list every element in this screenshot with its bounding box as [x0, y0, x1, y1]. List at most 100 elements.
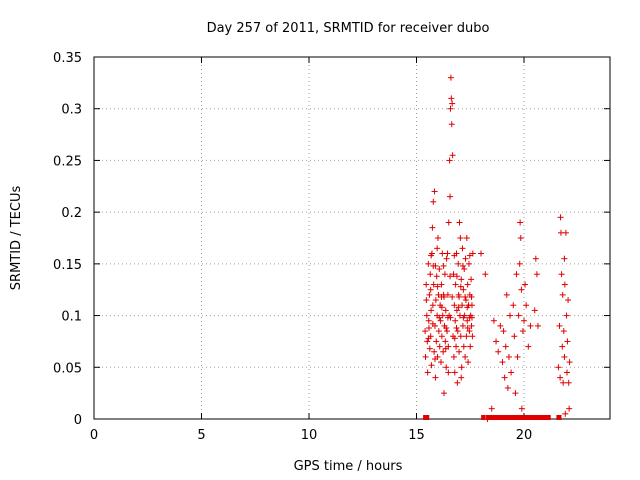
data-point — [527, 322, 534, 329]
data-point — [443, 364, 450, 371]
data-point — [457, 235, 464, 241]
y-tick-label: 0.2 — [61, 206, 82, 221]
data-point — [448, 121, 455, 128]
data-point — [457, 283, 464, 290]
data-point — [566, 405, 573, 412]
zero-value-marker — [481, 415, 486, 420]
y-axis-label: SRMTID / TECUs — [9, 186, 24, 291]
zero-value-marker — [527, 415, 532, 420]
data-point — [500, 328, 507, 335]
data-point — [441, 390, 448, 397]
data-point — [428, 252, 435, 259]
data-point — [499, 359, 506, 366]
data-point — [442, 345, 449, 352]
data-point — [450, 271, 457, 278]
data-point — [517, 219, 524, 226]
data-point — [430, 281, 437, 288]
data-point — [425, 317, 432, 324]
data-point — [440, 348, 447, 355]
data-point — [439, 250, 446, 257]
data-point — [461, 266, 468, 273]
zero-value-marker — [540, 415, 545, 420]
data-point — [562, 229, 569, 236]
data-point — [465, 359, 472, 366]
data-point — [556, 322, 563, 329]
data-point — [448, 95, 455, 102]
data-point — [525, 343, 532, 350]
data-point — [469, 250, 476, 257]
data-point — [464, 324, 471, 331]
data-point — [511, 333, 518, 340]
data-point — [428, 307, 435, 314]
data-point — [565, 297, 572, 304]
data-point — [503, 291, 510, 298]
y-tick-label: 0.05 — [53, 361, 82, 376]
data-point — [490, 317, 497, 324]
data-point — [432, 297, 439, 304]
data-point — [449, 152, 456, 159]
data-point — [563, 312, 570, 319]
data-point — [512, 390, 519, 397]
data-point — [468, 314, 475, 321]
data-point — [440, 262, 447, 269]
zero-value-marker — [546, 415, 551, 420]
y-tick-label: 0.35 — [53, 51, 82, 66]
data-point — [468, 322, 475, 329]
y-tick-label: 0.25 — [53, 154, 82, 169]
data-point — [521, 317, 527, 324]
data-point — [447, 314, 454, 321]
data-point — [458, 374, 465, 381]
data-point — [444, 328, 451, 335]
zero-value-marker — [501, 415, 506, 420]
data-point — [462, 293, 469, 300]
data-point — [447, 273, 454, 280]
data-point — [441, 271, 448, 278]
data-point — [566, 359, 573, 366]
data-point — [426, 291, 433, 298]
zero-value-marker — [543, 415, 548, 420]
data-point — [463, 235, 470, 241]
data-point — [555, 364, 562, 371]
zero-value-marker — [533, 415, 538, 420]
data-point — [436, 266, 443, 273]
chart-title: Day 257 of 2011, SRMTID for receiver dub… — [207, 21, 490, 36]
data-point — [422, 353, 429, 360]
axis-ticks: 0 5 10 15 20 0 0.05 0.1 0.15 0.2 0.25 0.3 0.35 — [53, 51, 610, 443]
data-point — [533, 271, 540, 278]
data-point — [451, 302, 458, 309]
data-point — [454, 328, 461, 335]
data-point — [427, 271, 434, 278]
data-point — [425, 324, 432, 331]
data-point — [438, 359, 445, 366]
data-point — [441, 293, 448, 300]
zero-value-marker — [530, 415, 535, 420]
data-point — [434, 245, 441, 252]
data-point — [433, 338, 440, 345]
data-point — [557, 214, 564, 221]
data-point — [501, 374, 508, 381]
plot-area — [93, 56, 611, 420]
data-point — [432, 374, 439, 381]
data-point — [560, 328, 567, 335]
data-point — [488, 405, 495, 412]
zero-value-marker — [520, 415, 525, 420]
data-point — [458, 364, 465, 371]
data-point — [442, 338, 449, 345]
zero-value-marker — [491, 415, 496, 420]
data-point — [449, 100, 456, 107]
data-point — [449, 293, 456, 300]
data-point — [517, 235, 524, 241]
data-point — [514, 353, 521, 360]
data-point — [564, 369, 570, 376]
data-point — [460, 314, 467, 321]
data-point — [561, 255, 568, 262]
data-point — [430, 262, 437, 269]
zero-value-marker — [537, 415, 542, 420]
data-point — [466, 252, 473, 259]
data-point — [532, 255, 539, 262]
data-point — [464, 317, 471, 324]
data-point — [422, 328, 429, 335]
data-point — [425, 260, 432, 267]
data-point — [451, 335, 458, 342]
data-point — [559, 343, 566, 350]
